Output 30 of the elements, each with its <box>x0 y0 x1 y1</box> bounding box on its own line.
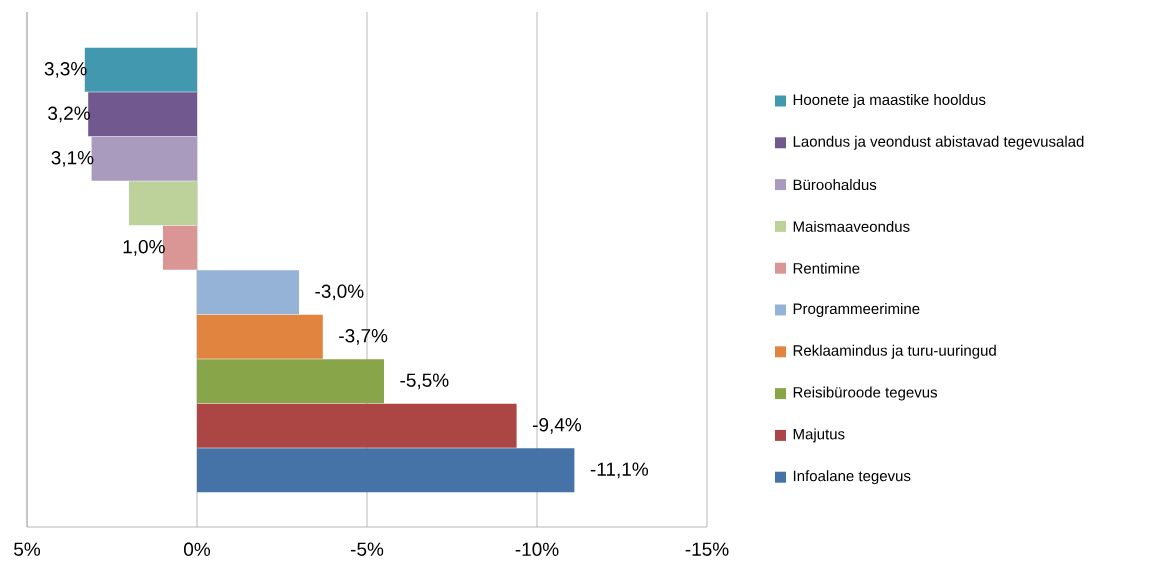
bar <box>88 92 197 137</box>
legend-label: Majutus <box>793 428 845 443</box>
bar <box>197 403 517 448</box>
legend-label: Reklaamindus ja turu-uuringud <box>793 344 996 359</box>
bar <box>197 359 384 404</box>
bar <box>163 225 197 270</box>
x-tick-label: -5% <box>350 542 384 556</box>
legend-label: Infoalane tegevus <box>793 470 911 485</box>
bar <box>197 314 323 359</box>
data-label: -5,5% <box>400 373 449 390</box>
bar <box>129 181 197 226</box>
legend-label: Büroohaldus <box>793 179 877 191</box>
legend-label: Reisibüroode tegevus <box>793 386 938 401</box>
data-label: -11,1% <box>590 462 649 479</box>
legend-label: Programmeerimine <box>793 303 920 317</box>
data-label: -9,4% <box>532 418 582 434</box>
bar <box>197 270 299 315</box>
legend-label: Rentimine <box>793 262 860 274</box>
bar <box>197 448 575 493</box>
x-tick-label: 5% <box>14 542 41 556</box>
legend-label: Maismaaveondus <box>793 220 910 232</box>
x-tick-label: -15% <box>685 542 729 556</box>
data-label: 3,1% <box>51 151 94 167</box>
data-label: -3,0% <box>315 284 364 301</box>
data-label: 1,0% <box>123 240 165 256</box>
data-label: -3,7% <box>339 329 388 345</box>
legend-label: Hoonete ja maastike hooldus <box>793 94 986 108</box>
x-tick-label: -10% <box>515 542 559 556</box>
x-tick-label: 0% <box>184 542 211 556</box>
legend-label: Laondus ja veondust abistavad tegevusalad <box>793 135 1084 150</box>
